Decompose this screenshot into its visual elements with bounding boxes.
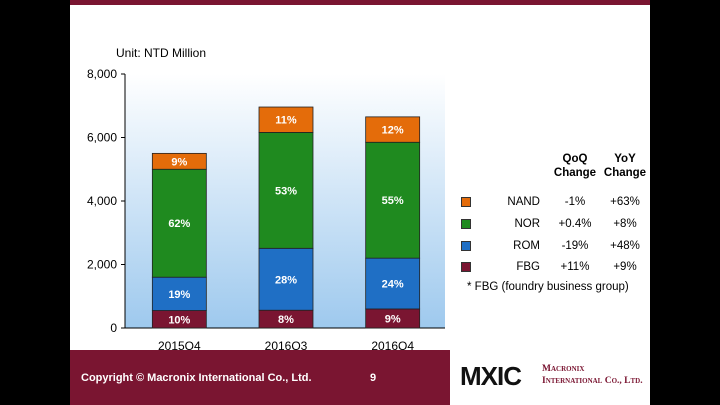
y-tick-label: 6,000 [87, 131, 117, 145]
company-name-line1: Macronix [542, 364, 585, 374]
legend-row-rom: ROM -19% +48% [458, 240, 648, 254]
legend-row-nand: NAND -1% +63% [458, 196, 648, 210]
x-tick-label: 2015Q4 [158, 339, 201, 350]
rom-qoq: -19% [561, 240, 589, 252]
legend-label-nor: NOR [514, 218, 540, 230]
nand-qoq: -1% [564, 196, 586, 208]
y-tick-label: 2,000 [87, 258, 117, 272]
company-name: Macronix International Co., Ltd. [542, 363, 643, 387]
bars: 10% 19% 62% 9% 8% 28% 53% 11% 9% 24% 55% 12% [151, 106, 421, 329]
stacked-bar-chart: 0 2,000 4,000 6,000 8,000 10% 19% 62% 9% 8% 28% 53… [87, 67, 445, 350]
fbg-yoy: +9% [613, 261, 637, 273]
bar-segment-rom-2016q4 [365, 257, 421, 310]
bar-segment-nor-2016q4 [365, 141, 421, 259]
rom-swatch [461, 241, 471, 251]
data-label-nand-2015q4: 9% [171, 156, 187, 168]
nand-swatch [461, 197, 471, 207]
yoy-header-text: YoY Change [603, 153, 647, 179]
data-label-nand-2016q4: 12% [382, 125, 404, 137]
legend-row-nor: NOR +0.4% +8% [458, 218, 648, 232]
legend-label-fbg: FBG [516, 261, 540, 273]
bar-segment-nand-2016q4 [365, 116, 421, 143]
fbg-qoq: +11% [560, 261, 590, 273]
x-tick-label: 2016Q3 [265, 339, 308, 350]
nand-yoy: +63% [610, 196, 640, 208]
bar-segment-nand-2015q4 [151, 152, 207, 170]
data-label-rom-2015q4: 19% [168, 289, 190, 301]
unit-label: Unit: NTD Million [116, 46, 207, 60]
x-tick-label: 2016Q4 [371, 339, 414, 350]
y-axis-ticks: 0 2,000 4,000 6,000 8,000 [87, 67, 125, 335]
qoq-header-text: QoQ Change [553, 153, 597, 179]
mxic-logo-text: MXIC [460, 361, 522, 390]
footnote: * FBG (foundry business group) [467, 281, 629, 293]
data-label-fbg-2016q4: 9% [385, 313, 401, 325]
data-label-nor-2016q4: 55% [382, 195, 404, 207]
data-label-nor-2015q4: 62% [168, 218, 190, 230]
legend-label-rom: ROM [513, 240, 540, 252]
bar-segment-nor-2016q3 [258, 132, 314, 249]
mxic-logo: MXIC [460, 361, 523, 390]
y-tick-label: 4,000 [87, 194, 117, 208]
copyright-text: Copyright © Macronix International Co., … [81, 372, 312, 384]
bar-segment-rom-2015q4 [151, 276, 207, 311]
top-accent-bar [70, 0, 650, 5]
rom-yoy: +48% [610, 240, 640, 252]
nor-swatch [461, 219, 471, 229]
bar-segment-nand-2016q3 [258, 106, 314, 133]
y-tick-label: 0 [110, 321, 117, 335]
qoq-header: QoQ Change [550, 152, 600, 180]
data-label-rom-2016q4: 24% [382, 279, 404, 291]
slide: Unit: NTD Million 0 2,000 4,000 6,000 8,000 … [70, 0, 650, 405]
data-label-fbg-2016q3: 8% [278, 314, 294, 326]
x-axis-labels: 2015Q4 2016Q3 2016Q4 [158, 339, 414, 350]
data-label-rom-2016q3: 28% [275, 274, 297, 286]
page-number: 9 [370, 372, 377, 384]
legend-label-nand: NAND [507, 196, 540, 208]
data-label-nor-2016q3: 53% [275, 185, 297, 197]
nor-qoq: +0.4% [558, 218, 592, 230]
nor-yoy: +8% [613, 218, 637, 230]
bar-segment-rom-2016q3 [258, 247, 314, 311]
footer: Copyright © Macronix International Co., … [70, 350, 650, 405]
data-label-fbg-2015q4: 10% [168, 314, 190, 326]
data-label-nand-2016q3: 11% [275, 115, 297, 127]
fbg-swatch [461, 262, 471, 272]
company-name-line2: International Co., Ltd. [542, 376, 643, 386]
footer-bar: Copyright © Macronix International Co., … [70, 350, 450, 405]
yoy-header: YoY Change [600, 152, 650, 180]
legend-row-fbg: FBG +11% +9% [458, 261, 648, 275]
y-tick-label: 8,000 [87, 67, 117, 81]
